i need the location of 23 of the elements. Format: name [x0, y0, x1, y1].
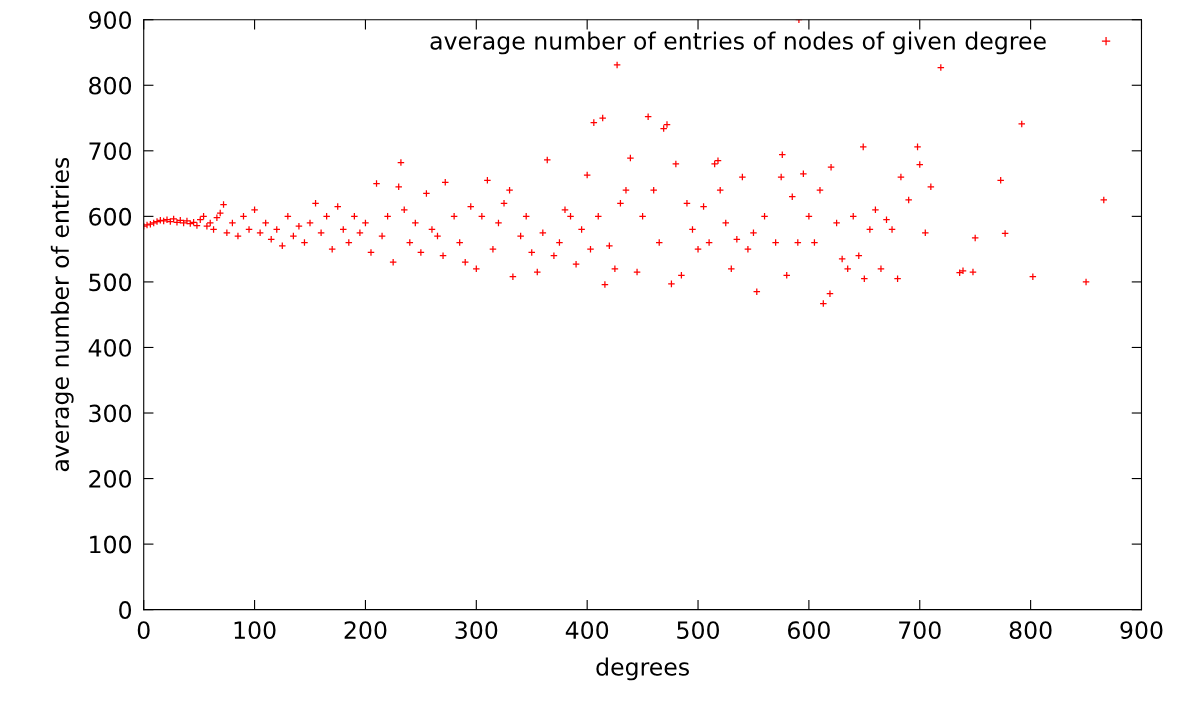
- y-tick-label: 800: [89, 76, 132, 95]
- y-tick-label: 900: [89, 11, 132, 30]
- y-tick-label: 400: [88, 338, 132, 357]
- x-tick-label: 900: [1120, 621, 1163, 640]
- x-tick-label: 0: [137, 621, 150, 640]
- x-tick-label: 800: [1009, 621, 1052, 640]
- y-tick-label: 500: [89, 273, 132, 292]
- x-tick-label: 500: [677, 621, 719, 640]
- y-tick-label: 700: [89, 142, 132, 161]
- x-axis-title: degrees: [596, 657, 689, 681]
- x-tick-label: 600: [788, 621, 830, 640]
- x-tick-label: 700: [899, 621, 941, 640]
- y-tick-label: 100: [90, 535, 132, 554]
- legend-label: average number of entries of nodes of given degree: [430, 31, 1046, 55]
- y-tick-label: 0: [119, 601, 132, 619]
- y-tick-label: 300: [89, 404, 132, 423]
- y-axis-title: average number of entries: [50, 157, 74, 472]
- x-tick-label: 400: [565, 621, 609, 640]
- x-tick-label: 100: [234, 621, 276, 640]
- y-tick-label: 200: [89, 470, 132, 488]
- x-tick-label: 200: [344, 621, 387, 640]
- y-tick-label: 600: [89, 207, 132, 226]
- x-tick-label: 300: [455, 621, 498, 640]
